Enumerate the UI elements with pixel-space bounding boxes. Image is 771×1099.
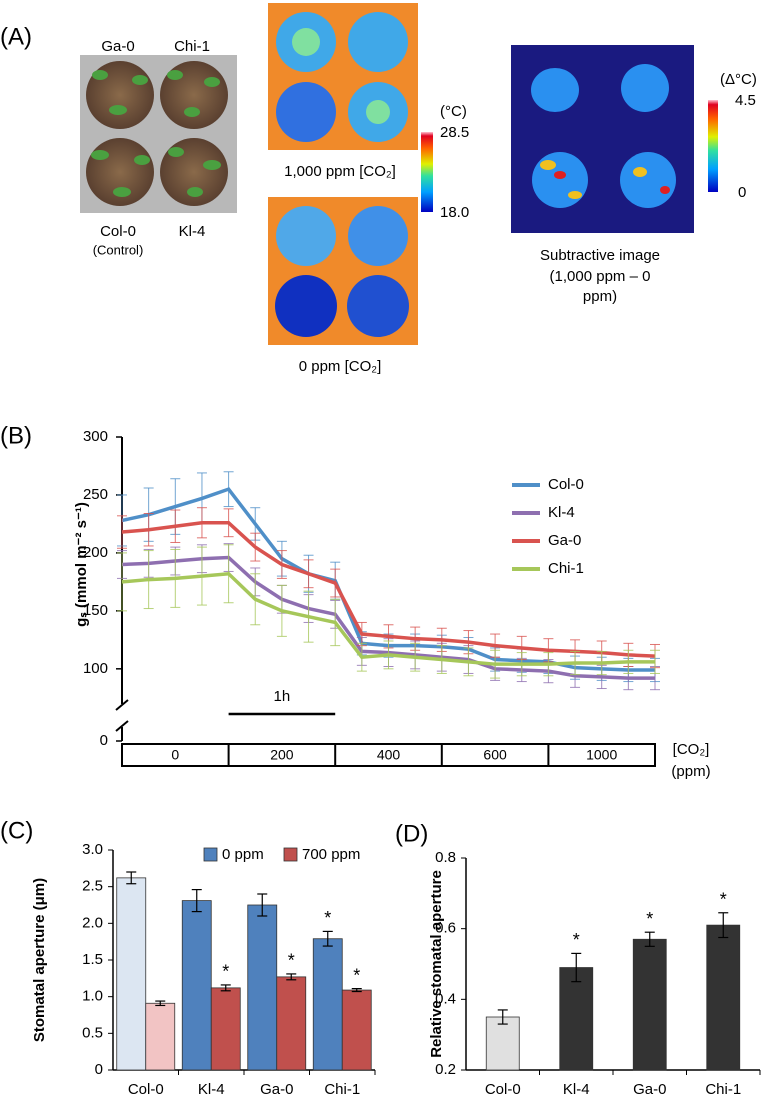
thermal-caption: 1,000 ppm [CO₂] bbox=[284, 163, 396, 180]
colorbar-unit: (Δ°C) bbox=[720, 71, 757, 88]
bar bbox=[341, 989, 372, 1071]
bar bbox=[210, 987, 241, 1071]
bar bbox=[145, 1002, 176, 1071]
x-tick-label: Ga-0 bbox=[633, 1081, 666, 1098]
colorbar-unit: (°C) bbox=[440, 103, 467, 120]
colorbar-max: 28.5 bbox=[440, 124, 469, 141]
legend-label: Kl-4 bbox=[548, 504, 575, 521]
panel-label: (B) bbox=[0, 422, 32, 449]
photo-note: (Control) bbox=[93, 242, 144, 257]
bar bbox=[312, 938, 343, 1071]
co2-label: 1000 bbox=[586, 747, 617, 763]
y-tick-label: 0.5 bbox=[82, 1024, 103, 1041]
bar bbox=[181, 900, 212, 1071]
significance-mark: * bbox=[573, 930, 580, 950]
y-tick-label: 2.5 bbox=[82, 878, 103, 895]
photo-label: Col-0 bbox=[100, 223, 136, 240]
legend-swatch bbox=[283, 847, 298, 862]
photo-label: Chi-1 bbox=[174, 38, 210, 55]
x-tick-label: Kl-4 bbox=[198, 1081, 225, 1098]
co2-axis-label: [CO₂] bbox=[673, 741, 710, 758]
co2-label: 600 bbox=[483, 747, 507, 763]
y-tick-label: 0 bbox=[100, 732, 108, 749]
subtractive-caption: (1,000 ppm – 0 bbox=[550, 268, 651, 285]
y-tick-label: 0.6 bbox=[435, 920, 456, 937]
y-tick-label: 200 bbox=[83, 544, 108, 561]
photo-label: Ga-0 bbox=[101, 38, 134, 55]
legend-label: Chi-1 bbox=[548, 560, 584, 577]
co2-bar bbox=[121, 743, 656, 767]
thermal-caption: 0 ppm [CO₂] bbox=[299, 358, 382, 375]
co2-axis-label: (ppm) bbox=[671, 763, 710, 780]
y-tick-label: 0 bbox=[95, 1061, 103, 1078]
x-tick-label: Col-0 bbox=[485, 1081, 521, 1098]
y-tick-label: 2.0 bbox=[82, 914, 103, 931]
legend-swatch bbox=[203, 847, 218, 862]
y-tick-label: 150 bbox=[83, 602, 108, 619]
significance-mark: * bbox=[353, 965, 360, 985]
scale-bar-label: 1h bbox=[274, 688, 291, 705]
colorbar-max: 4.5 bbox=[735, 92, 756, 109]
y-axis-label: Relative stomatal aperture bbox=[428, 870, 445, 1058]
colorbar bbox=[421, 132, 433, 212]
series-line bbox=[121, 571, 655, 666]
panel-label: (D) bbox=[395, 820, 428, 847]
significance-mark: * bbox=[720, 890, 727, 910]
significance-mark: * bbox=[646, 909, 653, 929]
bar bbox=[706, 924, 741, 1071]
bar bbox=[559, 967, 594, 1071]
bar bbox=[116, 877, 147, 1071]
thermal-image bbox=[268, 197, 418, 345]
co2-label: 0 bbox=[171, 747, 179, 763]
colorbar-min: 0 bbox=[738, 184, 746, 201]
axis-break bbox=[115, 699, 129, 711]
legend-label: 0 ppm bbox=[222, 846, 264, 863]
y-tick-label: 250 bbox=[83, 486, 108, 503]
bar bbox=[276, 976, 307, 1071]
legend-label: 700 ppm bbox=[302, 846, 360, 863]
significance-mark: * bbox=[222, 962, 229, 982]
panel-label: (A) bbox=[0, 23, 32, 50]
y-tick-label: 300 bbox=[83, 428, 108, 445]
bar bbox=[632, 938, 667, 1071]
y-tick-label: 3.0 bbox=[82, 841, 103, 858]
bar bbox=[485, 1016, 520, 1071]
significance-mark: * bbox=[288, 951, 295, 971]
x-tick-label: Chi-1 bbox=[705, 1081, 741, 1098]
x-tick-label: Ga-0 bbox=[260, 1081, 293, 1098]
y-axis-label: Stomatal aperture (μm) bbox=[31, 878, 48, 1042]
y-tick-label: 0.2 bbox=[435, 1061, 456, 1078]
y-tick-label: 0.8 bbox=[435, 849, 456, 866]
subtractive-image bbox=[511, 45, 694, 233]
y-axis-label: gₛ (mmol m⁻² s⁻¹) bbox=[73, 502, 90, 627]
subtractive-caption: ppm) bbox=[583, 288, 617, 305]
co2-label: 200 bbox=[270, 747, 294, 763]
x-tick-label: Kl-4 bbox=[563, 1081, 590, 1098]
y-tick-label: 1.5 bbox=[82, 951, 103, 968]
panel-label: (C) bbox=[0, 817, 33, 844]
y-tick-label: 100 bbox=[83, 660, 108, 677]
series-line bbox=[121, 521, 656, 658]
significance-mark: * bbox=[324, 908, 331, 928]
colorbar-min: 18.0 bbox=[440, 204, 469, 221]
axis-break bbox=[115, 720, 129, 732]
thermal-image bbox=[268, 3, 418, 150]
y-tick-label: 0.4 bbox=[435, 990, 456, 1007]
legend-label: Col-0 bbox=[548, 476, 584, 493]
y-tick-label: 1.0 bbox=[82, 988, 103, 1005]
subtractive-caption: Subtractive image bbox=[540, 247, 660, 264]
x-tick-label: Chi-1 bbox=[324, 1081, 360, 1098]
x-tick-label: Col-0 bbox=[128, 1081, 164, 1098]
photo-label: Kl-4 bbox=[179, 223, 206, 240]
colorbar bbox=[708, 100, 718, 192]
bar bbox=[247, 904, 278, 1071]
photo bbox=[80, 55, 237, 213]
legend-label: Ga-0 bbox=[548, 532, 581, 549]
co2-label: 400 bbox=[377, 747, 401, 763]
